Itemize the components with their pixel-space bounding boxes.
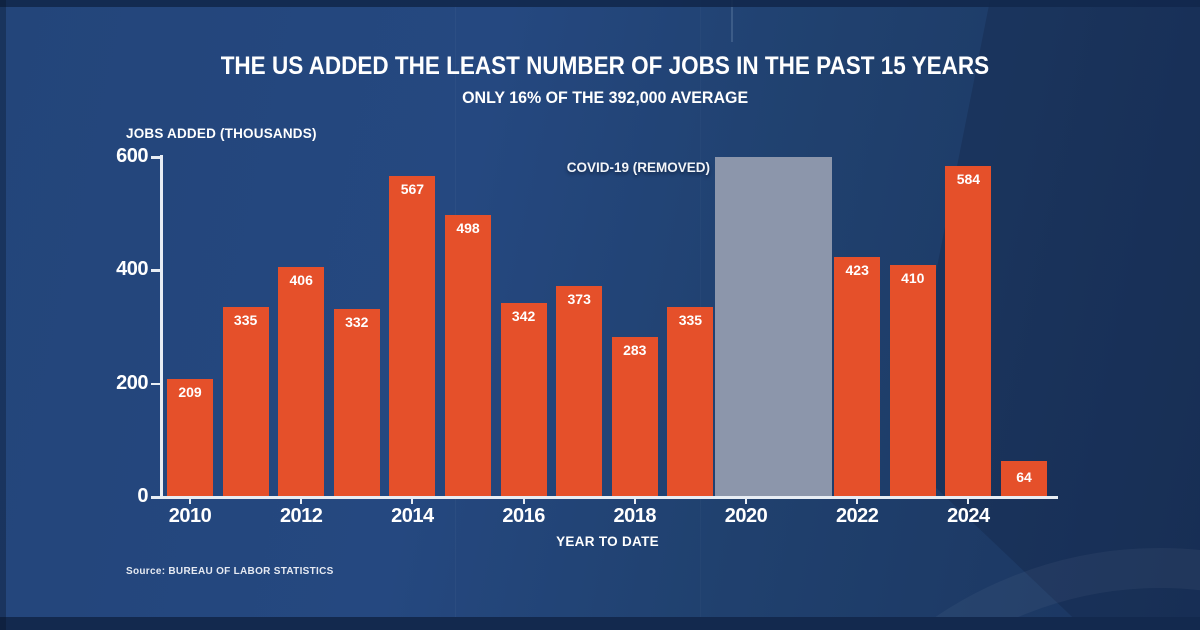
bar-2023: 410	[889, 264, 936, 497]
bar-value-label: 498	[456, 219, 480, 236]
bar-2013: 332	[333, 308, 380, 497]
y-axis-tick	[151, 496, 160, 499]
chart-title: THE US ADDED THE LEAST NUMBER OF JOBS IN…	[220, 52, 990, 80]
top-border-strip	[0, 0, 1200, 7]
bar-2016: 342	[500, 303, 547, 497]
y-axis-tick	[151, 156, 160, 159]
bar-value-label: 584	[956, 171, 981, 188]
covid-removed-block	[715, 157, 833, 497]
x-axis-title: YEAR TO DATE	[556, 534, 659, 549]
bar-value-label: 373	[567, 290, 591, 307]
background-line	[731, 0, 733, 42]
bar-value-label: 342	[511, 308, 536, 325]
source-credit: Source: BUREAU OF LABOR STATISTICS	[126, 566, 334, 577]
bar-2012: 406	[278, 266, 325, 497]
y-axis-tick	[151, 382, 160, 386]
bar-2015: 498	[445, 214, 491, 497]
y-axis-line	[160, 155, 163, 499]
x-axis-tick-label: 2012	[279, 505, 323, 527]
x-axis-tick-label: 2022	[835, 505, 879, 527]
left-border-strip	[0, 0, 6, 630]
x-axis-tick	[745, 499, 747, 504]
bar-2024: 584	[945, 166, 992, 497]
x-axis-tick	[411, 499, 414, 504]
bar-value-label: 283	[623, 341, 647, 358]
bar-2014: 567	[389, 175, 436, 497]
x-axis-tick-label: 2010	[168, 505, 212, 527]
bar-2019: 335	[667, 307, 714, 497]
y-axis-title: JOBS ADDED (THOUSANDS)	[126, 126, 317, 141]
y-axis-tick-label: 0	[137, 485, 148, 507]
bar-value-label: 335	[233, 312, 258, 329]
y-axis-tick-label: 200	[116, 371, 148, 394]
bar-2025: 64	[1001, 460, 1047, 497]
bar-2017: 373	[556, 285, 603, 497]
x-axis-tick	[189, 499, 191, 504]
bottom-border-strip	[0, 617, 1200, 630]
y-axis-tick-label: 400	[116, 258, 148, 281]
chart-subtitle: ONLY 16% OF THE 392,000 AVERAGE	[462, 88, 748, 107]
bar-2010: 209	[167, 378, 213, 497]
x-axis-tick	[300, 499, 303, 504]
x-axis-tick-label: 2024	[947, 505, 990, 527]
bar-value-label: 335	[678, 312, 703, 329]
x-axis-tick-label: 2018	[613, 505, 657, 527]
bar-value-label: 423	[845, 262, 869, 279]
bar-value-label: 410	[901, 269, 925, 286]
x-axis-line	[160, 496, 1058, 499]
bar-value-label: 64	[1016, 468, 1032, 485]
bar-2011: 335	[222, 307, 269, 497]
y-axis-tick-label: 600	[116, 145, 148, 167]
x-axis-tick-label: 2014	[391, 505, 434, 527]
bar-2018: 283	[611, 336, 658, 497]
x-axis-tick	[967, 499, 970, 504]
x-axis-tick	[522, 499, 525, 504]
bar-value-label: 567	[400, 180, 425, 197]
covid-removed-annotation: COVID-19 (REMOVED)	[566, 160, 710, 175]
bar-2022: 423	[834, 257, 881, 497]
x-axis-tick-label: 2020	[724, 505, 768, 527]
bar-value-label: 332	[345, 313, 369, 330]
bar-value-label: 209	[178, 383, 202, 400]
x-axis-tick	[633, 499, 636, 504]
x-axis-tick	[856, 499, 859, 504]
x-axis-tick-label: 2016	[502, 505, 545, 527]
y-axis-tick	[151, 269, 160, 272]
bar-value-label: 406	[289, 271, 313, 288]
